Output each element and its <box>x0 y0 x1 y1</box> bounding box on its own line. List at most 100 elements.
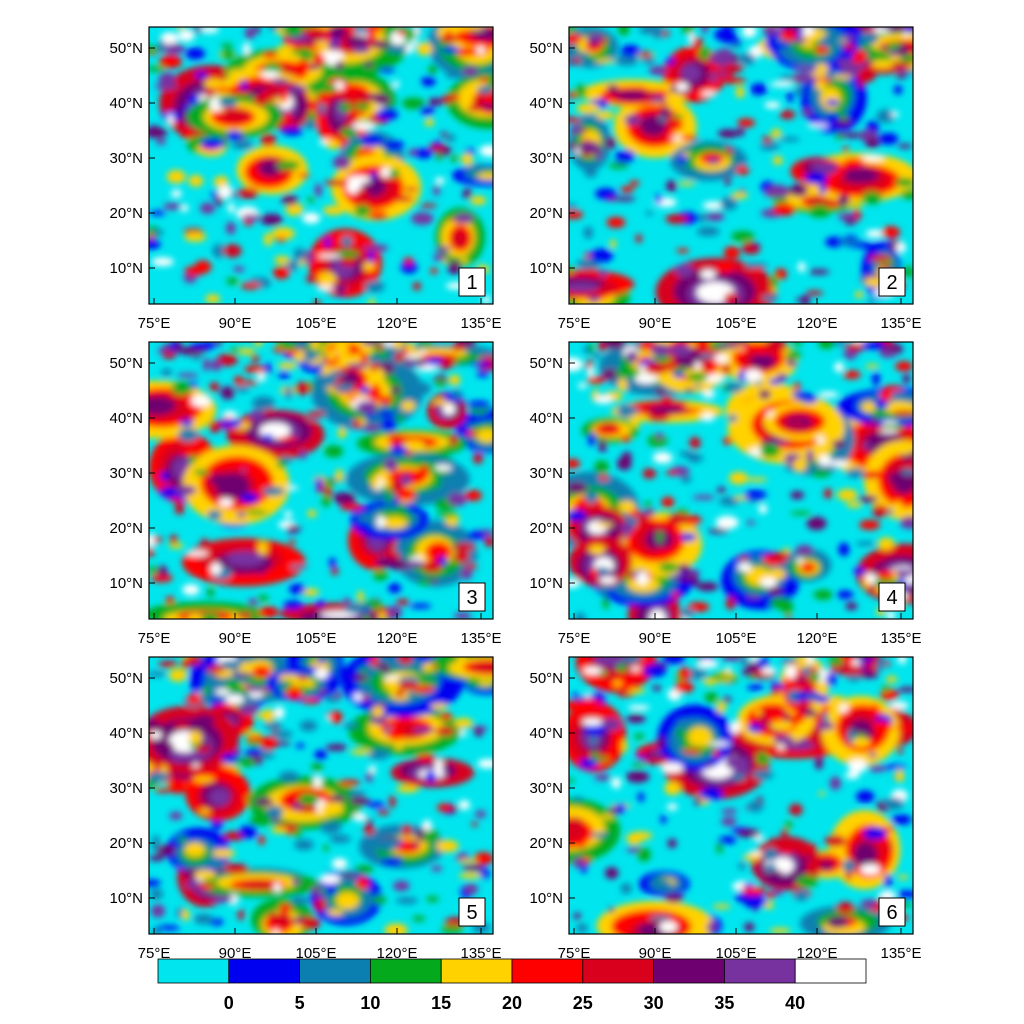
field-speckle <box>400 261 418 274</box>
field-speckle <box>373 570 389 581</box>
field-speckle <box>346 363 371 369</box>
field-speckle <box>282 27 303 37</box>
field-speckle <box>902 374 911 384</box>
field-speckle <box>752 242 759 248</box>
field-speckle <box>797 261 806 273</box>
field-speckle <box>459 729 467 737</box>
field-speckle <box>801 108 813 117</box>
field-speckle <box>630 666 641 672</box>
field-speckle <box>770 81 794 87</box>
field-speckle <box>672 591 681 600</box>
field-speckle <box>569 116 582 123</box>
field-speckle <box>595 110 615 120</box>
field-speckle <box>818 162 838 175</box>
field-speckle <box>586 343 594 354</box>
field-speckle <box>433 184 440 196</box>
field-speckle <box>761 666 777 675</box>
field-speckle <box>660 815 667 824</box>
field-speckle <box>709 741 731 746</box>
field-speckle <box>435 378 446 387</box>
field-speckle <box>382 152 396 158</box>
precip-field <box>149 342 493 619</box>
field-speckle <box>640 364 647 375</box>
field-speckle <box>208 420 221 433</box>
field-speckle <box>464 564 478 570</box>
field-speckle <box>699 787 724 801</box>
field-speckle <box>174 503 185 515</box>
field-speckle <box>395 689 405 698</box>
field-speckle <box>175 410 193 421</box>
lat-label: 50°N <box>529 670 563 687</box>
field-speckle <box>865 229 886 238</box>
field-speckle <box>353 692 363 702</box>
field-speckle <box>679 450 695 457</box>
field-speckle <box>354 204 371 217</box>
field-speckle <box>157 39 166 54</box>
field-speckle <box>716 343 739 349</box>
field-speckle <box>286 260 299 272</box>
field-speckle <box>303 351 319 361</box>
field-speckle <box>718 836 737 844</box>
field-speckle <box>363 613 370 619</box>
field-speckle <box>845 771 860 779</box>
field-speckle <box>464 490 483 502</box>
field-speckle <box>818 791 825 796</box>
field-speckle <box>642 508 656 516</box>
field-speckle <box>642 468 657 479</box>
field-speckle <box>341 235 353 247</box>
field-speckle <box>682 748 702 754</box>
field-speckle <box>881 226 901 239</box>
field-speckle <box>860 671 879 679</box>
field-speckle <box>673 372 685 378</box>
field-speckle <box>729 720 741 734</box>
field-speckle <box>771 889 784 896</box>
field-speckle <box>217 185 234 199</box>
field-speckle <box>578 698 603 706</box>
field-speckle <box>440 34 458 43</box>
field-speckle <box>687 602 710 612</box>
field-speckle <box>569 778 575 784</box>
field-speckle <box>454 543 476 551</box>
field-speckle <box>867 254 892 262</box>
field-speckle <box>387 727 405 741</box>
field-speckle <box>735 86 745 99</box>
field-speckle <box>766 410 774 417</box>
field-speckle <box>872 371 880 386</box>
field-speckle <box>293 247 306 262</box>
field-speckle <box>314 374 338 387</box>
field-speckle <box>838 239 861 245</box>
field-speckle <box>772 685 781 695</box>
field-speckle <box>277 362 298 370</box>
field-speckle <box>149 731 162 739</box>
field-speckle <box>365 771 373 783</box>
field-speckle <box>389 795 396 809</box>
field-speckle <box>261 70 280 79</box>
field-speckle <box>367 801 385 808</box>
field-speckle <box>861 191 883 205</box>
panel-number: 1 <box>466 272 477 294</box>
field-speckle <box>244 731 262 737</box>
field-speckle <box>151 904 166 918</box>
field-speckle <box>240 80 248 91</box>
field-speckle <box>750 83 768 96</box>
field-speckle <box>577 837 586 849</box>
field-speckle <box>598 474 609 481</box>
field-speckle <box>347 109 367 117</box>
field-speckle <box>673 128 694 137</box>
field-blob <box>640 115 667 136</box>
field-speckle <box>320 821 341 834</box>
field-speckle <box>604 137 617 150</box>
field-speckle <box>444 133 456 142</box>
field-speckle <box>254 27 261 34</box>
field-speckle <box>764 42 789 50</box>
field-speckle <box>168 543 184 549</box>
field-speckle <box>397 503 405 511</box>
field-speckle <box>398 657 413 665</box>
field-speckle <box>296 743 305 749</box>
field-speckle <box>868 417 880 423</box>
lon-label: 90°E <box>219 945 252 962</box>
field-speckle <box>770 275 778 288</box>
field-speckle <box>674 681 695 693</box>
field-speckle <box>160 32 179 46</box>
field-speckle <box>245 687 268 693</box>
